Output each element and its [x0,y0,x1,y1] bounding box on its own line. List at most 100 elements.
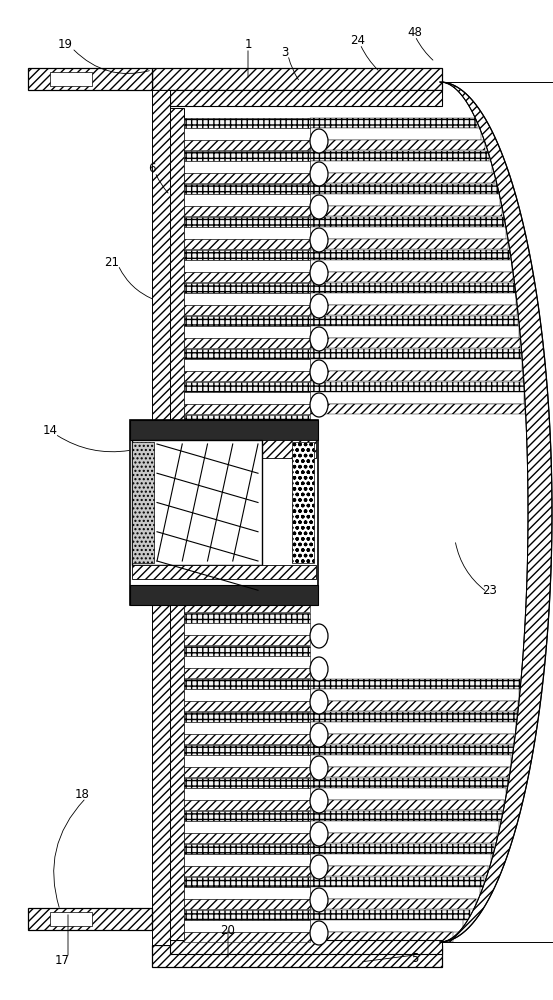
Bar [184,701,310,711]
Ellipse shape [310,921,328,945]
Bar [184,349,310,359]
Bar [310,140,485,150]
Ellipse shape [310,360,328,384]
Ellipse shape [310,657,328,681]
Bar [184,833,310,843]
Bar [184,316,310,326]
Bar [310,877,484,887]
Ellipse shape [310,261,328,285]
Bar [184,712,310,722]
Text: 20: 20 [221,924,236,936]
Bar [184,260,310,272]
Ellipse shape [310,393,328,417]
Bar [310,767,510,777]
Ellipse shape [310,789,328,813]
Bar [184,668,310,678]
Text: 1: 1 [244,37,252,50]
Bar [184,217,310,227]
Bar [184,580,310,590]
Bar [184,382,310,392]
Bar [152,90,170,945]
Ellipse shape [310,888,328,912]
Bar [184,557,310,569]
Bar [184,514,310,524]
Bar [184,437,310,447]
Ellipse shape [310,756,328,780]
Bar [310,689,519,701]
Bar [184,811,310,821]
Bar [310,359,522,371]
Bar [184,392,310,404]
Bar [184,536,310,546]
Bar [152,945,442,967]
Bar [184,613,310,623]
Bar [184,689,310,701]
Bar [310,283,515,293]
Bar [184,118,310,128]
Bar [310,305,517,315]
Bar [310,932,453,942]
Bar [184,481,310,491]
Bar [310,194,500,206]
Bar [310,260,512,272]
Bar [310,151,489,161]
Bar [184,206,310,216]
Bar [28,68,152,90]
Bar [184,283,310,293]
Bar [310,227,506,239]
Bar [310,712,517,722]
Bar [184,602,310,612]
Bar [310,382,524,392]
Bar [170,90,442,106]
Bar [184,623,310,635]
Bar [184,184,310,194]
Bar [184,745,310,755]
Bar [184,524,310,536]
Bar [184,800,310,810]
Text: 48: 48 [408,25,422,38]
Polygon shape [440,82,552,942]
Bar [184,425,310,437]
Bar [310,217,504,227]
Bar [310,392,524,404]
Bar [152,68,442,90]
Bar [310,844,494,854]
Bar [310,173,495,183]
Bar [184,326,310,338]
Bar [130,585,318,605]
Text: 18: 18 [75,788,90,802]
Text: 14: 14 [43,424,58,436]
Bar [184,547,310,557]
Bar [184,899,310,909]
Bar [310,272,513,282]
Bar [310,239,508,249]
Bar [184,910,310,920]
Bar [184,755,310,767]
Bar [184,448,310,458]
Bar [184,359,310,371]
Bar [184,778,310,788]
Bar [132,440,316,458]
Bar [184,338,310,348]
Bar [310,293,516,305]
Bar [310,833,497,843]
Ellipse shape [310,624,328,648]
Bar [310,811,502,821]
Bar [184,866,310,876]
Bar [184,415,310,425]
Bar [310,788,506,800]
Bar [310,821,499,833]
Bar [310,316,518,326]
Bar [184,404,310,414]
Bar [310,778,508,788]
Text: 5: 5 [411,952,419,964]
Bar [50,912,92,926]
Bar [310,920,463,932]
Bar [184,458,310,470]
Bar [184,239,310,249]
Bar [170,108,184,940]
Bar [184,767,310,777]
Bar [310,161,492,173]
Ellipse shape [310,294,328,318]
Bar [310,722,516,734]
